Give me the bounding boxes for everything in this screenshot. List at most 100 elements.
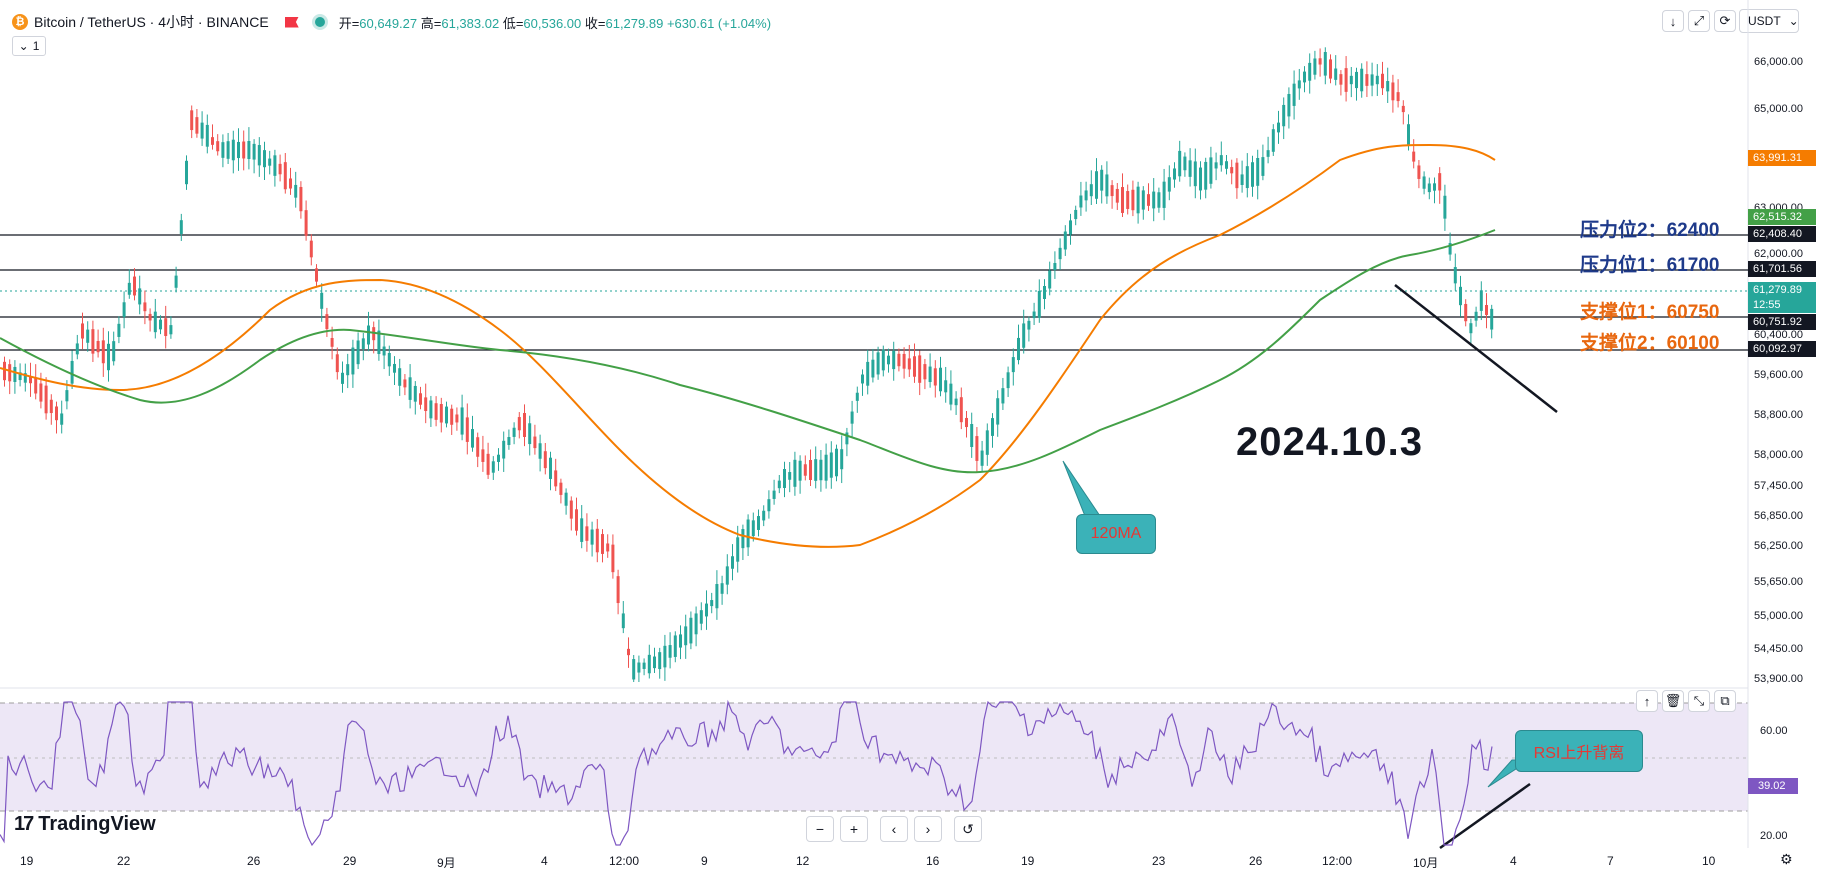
candle-body	[1375, 75, 1379, 85]
candle-body	[55, 406, 58, 421]
candle-body	[1183, 156, 1187, 171]
candle-body	[575, 509, 578, 531]
candle-body	[226, 141, 230, 159]
candle-body	[49, 399, 53, 414]
candle-body	[1355, 71, 1358, 89]
indicator-toggle[interactable]: ⌄ 1	[12, 36, 46, 56]
candle-body	[1006, 372, 1010, 389]
candle-body	[1360, 68, 1364, 92]
candle-body	[959, 397, 963, 423]
time-label: 22	[117, 854, 131, 868]
candle-body	[559, 482, 563, 495]
candle-body	[29, 376, 32, 384]
candle-body	[809, 459, 812, 481]
time-label: 26	[247, 854, 261, 868]
candle-body	[211, 137, 214, 145]
candle-body	[75, 343, 79, 355]
candle-body	[143, 302, 147, 312]
candle-body	[616, 576, 620, 604]
candle-body	[564, 492, 568, 506]
resistance-1-tag: 61,701.56	[1748, 261, 1816, 277]
candle-body	[159, 319, 162, 330]
flag-icon[interactable]	[284, 16, 299, 28]
scroll-right-button[interactable]: ›	[914, 816, 942, 842]
candle-body	[824, 454, 828, 481]
candle-body	[101, 340, 105, 364]
candle-body	[429, 400, 433, 419]
header-tools: ↓ ⤢ ⟳	[1662, 10, 1736, 32]
candle-body	[1370, 74, 1374, 86]
zoom-in-button[interactable]: +	[840, 816, 868, 842]
tradingview-logo[interactable]: 17 TradingView	[14, 813, 156, 835]
candle-body	[647, 654, 651, 674]
restore-icon[interactable]: ⧉	[1714, 690, 1736, 712]
candle-body	[205, 124, 209, 147]
candle-body	[777, 480, 781, 489]
symbol-info: ₿ Bitcoin / TetherUS · 4小时 · BINANCE 开=6…	[12, 12, 771, 32]
candle-body	[965, 417, 968, 428]
rsi-up-trendline[interactable]	[1439, 782, 1531, 850]
candle-body	[1365, 74, 1369, 86]
candle-body	[382, 346, 386, 356]
candle-body	[1141, 190, 1145, 210]
trash-icon[interactable]: 🗑	[1662, 690, 1684, 712]
candle-body	[840, 449, 844, 470]
rsi-axis-label: 60.00	[1760, 725, 1788, 737]
candle-body	[1381, 73, 1384, 89]
zoom-out-button[interactable]: −	[806, 816, 834, 842]
reset-chart-button[interactable]: ↺	[954, 816, 982, 842]
arrow-down-icon[interactable]: ↓	[1662, 10, 1684, 32]
candle-body	[1339, 74, 1343, 85]
candle-body	[580, 518, 584, 542]
candle-body	[632, 659, 636, 680]
candle-body	[107, 343, 110, 371]
candle-body	[398, 368, 402, 386]
candle-body	[112, 341, 116, 362]
candle-body	[1427, 183, 1431, 193]
candle-body	[736, 537, 740, 562]
candle-body	[450, 408, 454, 425]
arrow-up-icon[interactable]: ↑	[1636, 690, 1658, 712]
candle-body	[1115, 188, 1119, 203]
scroll-left-button[interactable]: ‹	[880, 816, 908, 842]
candle-body	[1292, 83, 1296, 106]
rsi-callout[interactable]: RSI上升背离	[1515, 730, 1643, 772]
price-axis[interactable]: 66,000.00 65,000.00 63,000.00 62,000.00 …	[1748, 40, 1821, 685]
currency-select[interactable]: USDT ⌄	[1739, 9, 1799, 33]
candle-body	[242, 141, 246, 159]
price-label: 65,000.00	[1754, 103, 1803, 115]
time-label: 19	[1021, 854, 1035, 868]
candle-body	[1235, 162, 1239, 189]
time-axis[interactable]: 19 22 26 29 9月 4 12:00 9 12 16 19 23 26 …	[0, 848, 1748, 873]
candle-body	[892, 350, 896, 370]
candle-body	[1053, 262, 1057, 271]
time-label: 9	[701, 854, 708, 868]
candle-body	[403, 379, 407, 388]
ma-slow-line	[0, 229, 1496, 474]
candle-body	[684, 626, 688, 646]
price-label: 62,000.00	[1754, 248, 1803, 260]
candle-body	[1323, 51, 1327, 76]
candle-body	[8, 364, 12, 382]
candle-body	[1001, 388, 1005, 404]
ma-callout[interactable]: 120MA	[1076, 514, 1156, 554]
fullscreen-icon[interactable]: ⤢	[1688, 10, 1710, 32]
settings-icon[interactable]: ⚙	[1780, 851, 1793, 867]
candle-body	[523, 413, 526, 437]
market-status-icon	[314, 17, 325, 27]
symbol-title[interactable]: Bitcoin / TetherUS · 4小时 · BINANCE	[34, 14, 269, 30]
candle-body	[725, 566, 729, 585]
candle-body	[247, 141, 251, 159]
candle-body	[1095, 171, 1098, 199]
candle-body	[23, 373, 27, 383]
candle-body	[231, 139, 235, 161]
candle-body	[835, 448, 838, 477]
reset-icon[interactable]: ⟳	[1714, 10, 1736, 32]
time-label: 12	[796, 854, 810, 868]
resistance-2-label: 压力位2：62400	[1580, 220, 1720, 241]
candle-body	[569, 500, 573, 519]
collapse-icon[interactable]: ⤡	[1688, 690, 1710, 712]
down-trendline[interactable]	[1394, 284, 1558, 413]
candle-body	[1266, 150, 1270, 157]
